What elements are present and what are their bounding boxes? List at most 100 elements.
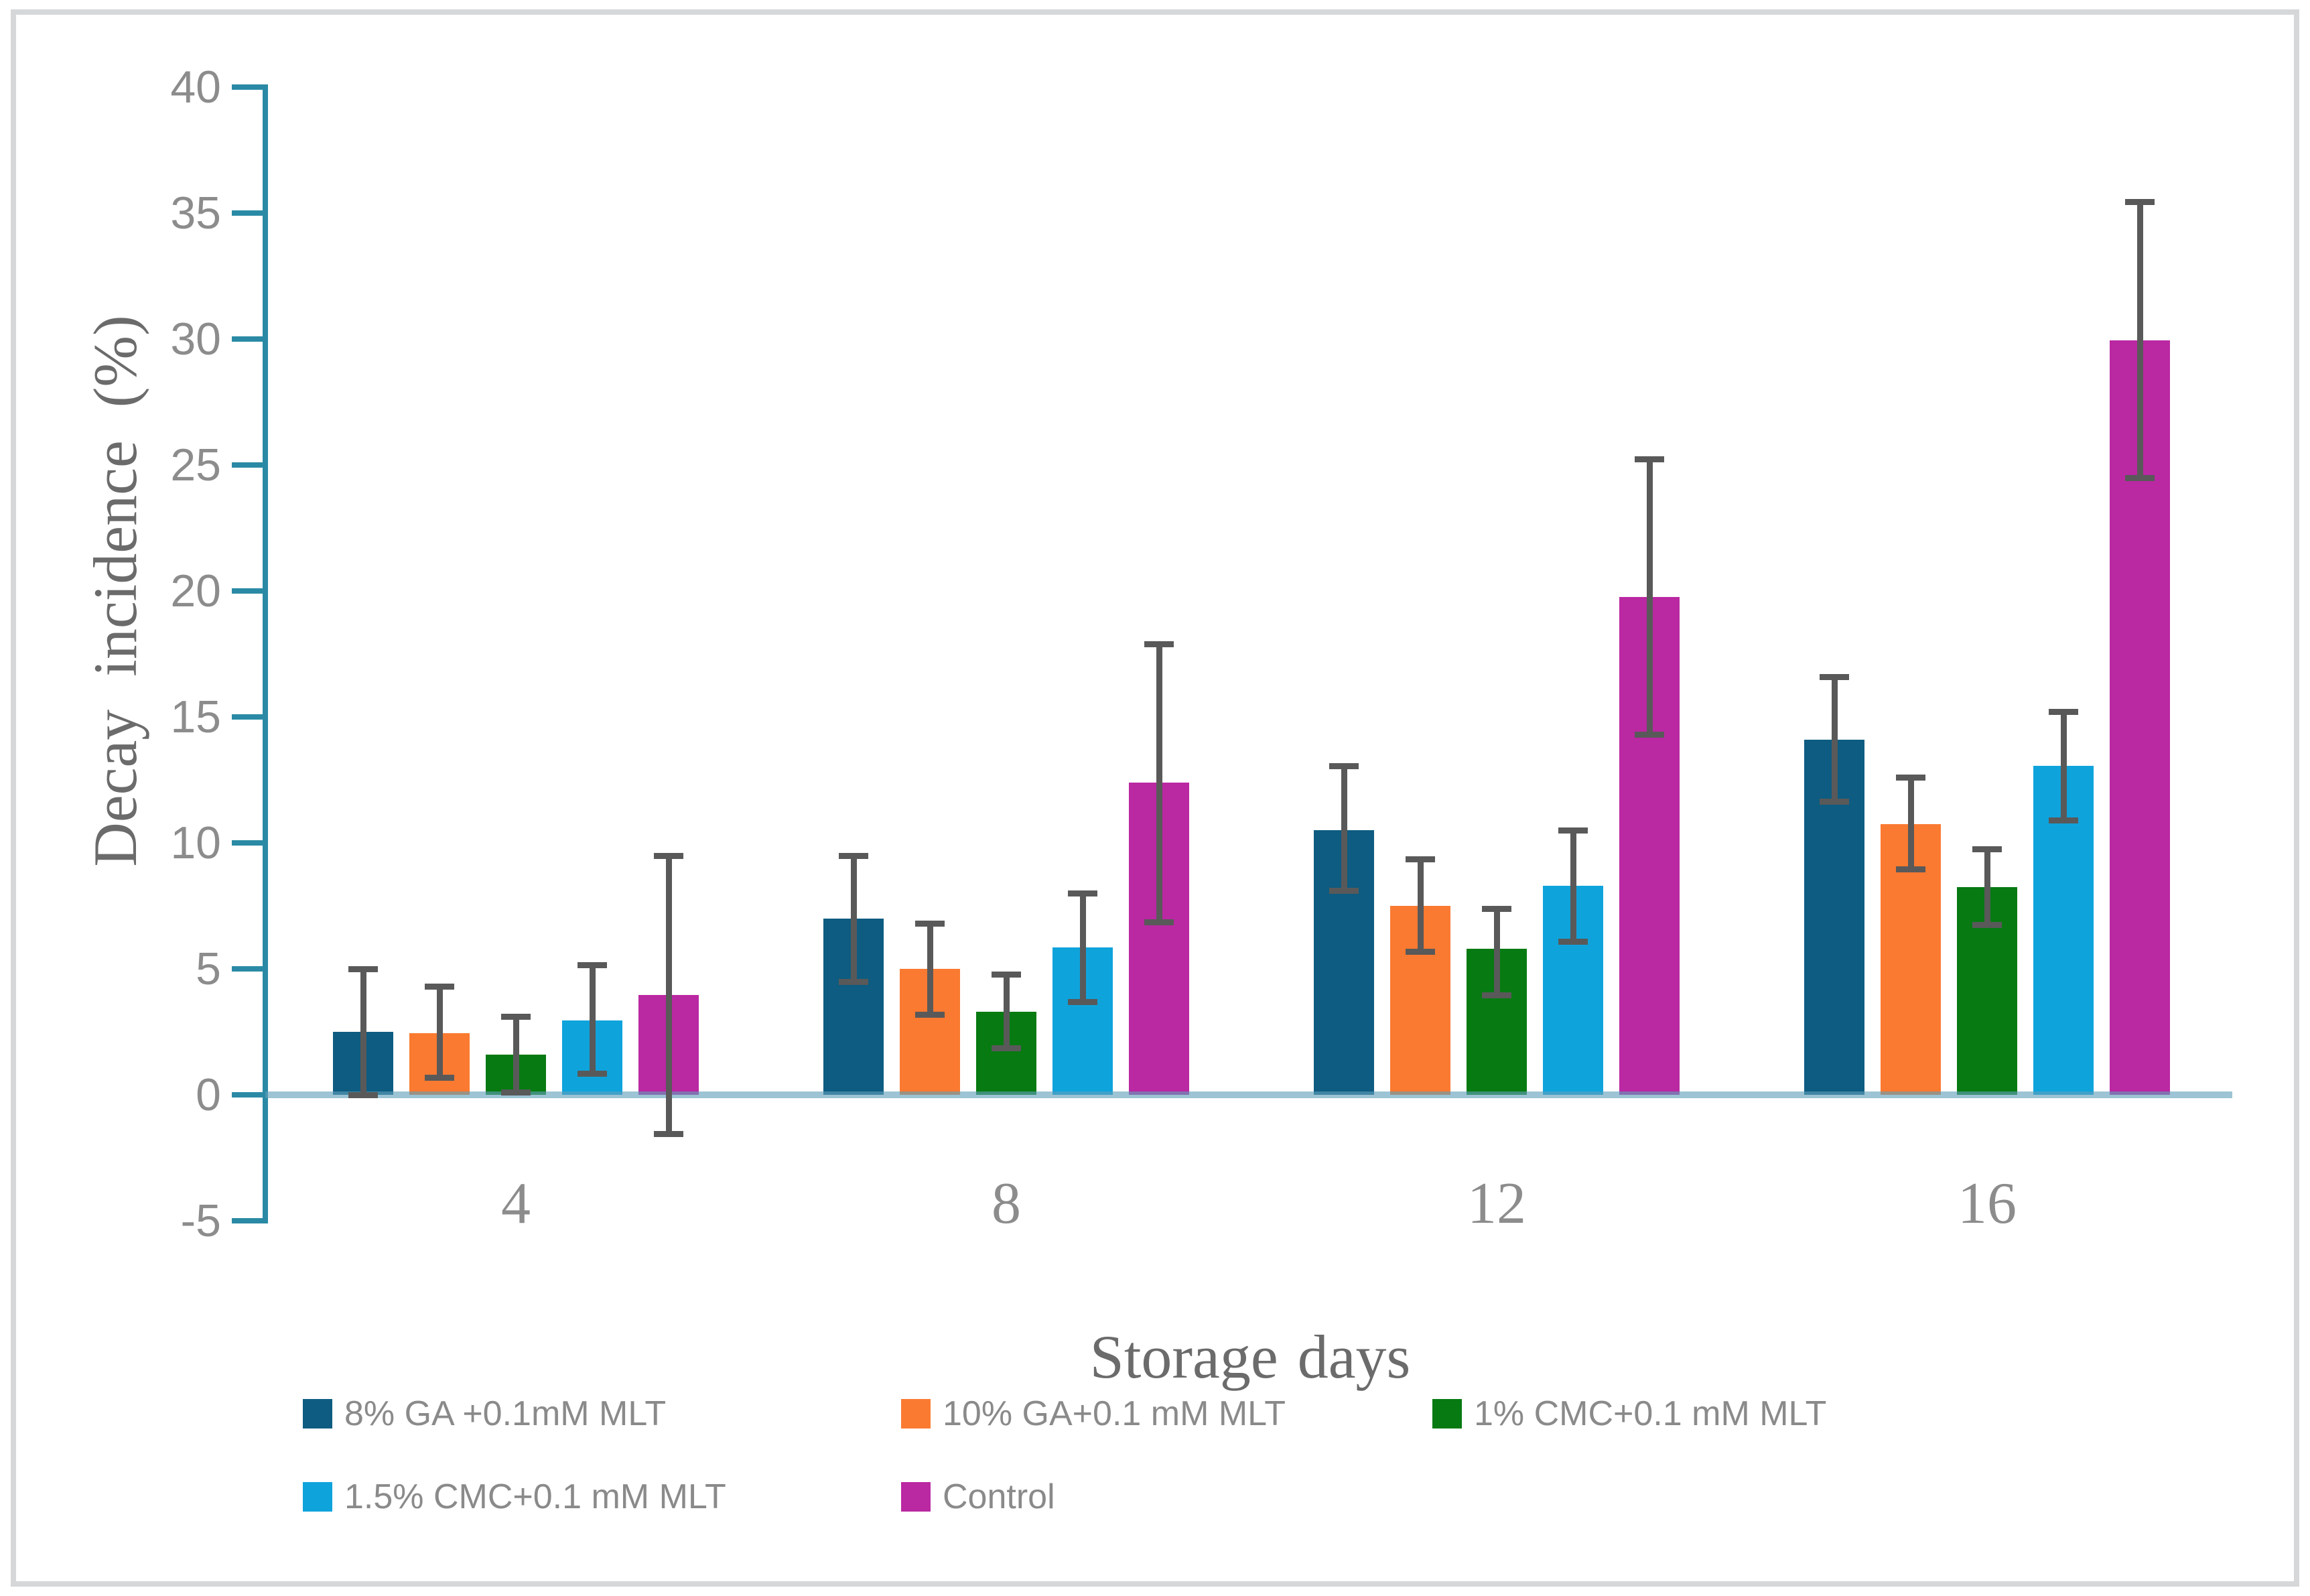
x-category-label: 4 — [501, 1171, 531, 1236]
error-bar — [1907, 777, 1914, 870]
y-tick-label: 35 — [170, 188, 221, 239]
error-bar — [1156, 643, 1162, 923]
y-tick — [232, 336, 263, 342]
y-tick — [232, 714, 263, 720]
legend-item: 10% GA+0.1 mM MLT — [901, 1395, 1286, 1433]
error-bar-cap-bottom — [348, 1092, 378, 1098]
y-tick — [232, 966, 263, 972]
y-tick-label: 30 — [170, 314, 221, 364]
figure-border — [11, 9, 2299, 1587]
x-axis-line — [265, 1091, 2232, 1098]
error-bar-cap-bottom — [1329, 888, 1359, 894]
error-bar-cap-bottom — [839, 978, 868, 985]
error-bar-cap-bottom — [425, 1074, 454, 1081]
error-bar-cap-bottom — [1558, 938, 1588, 945]
error-bar-cap-top — [1068, 890, 1097, 897]
error-bar-cap-bottom — [1068, 998, 1097, 1005]
error-bar-cap-top — [2125, 199, 2155, 206]
y-tick-label: 0 — [196, 1069, 221, 1120]
y-tick — [232, 84, 263, 90]
error-bar-cap-top — [915, 921, 945, 927]
y-tick-label: -5 — [180, 1195, 221, 1246]
error-bar-cap-bottom — [654, 1131, 683, 1138]
error-bar-cap-top — [1406, 856, 1435, 863]
legend-swatch — [303, 1399, 332, 1428]
error-bar — [1831, 676, 1838, 801]
y-tick — [232, 588, 263, 594]
legend-item: 1.5% CMC+0.1 mM MLT — [303, 1478, 726, 1516]
error-bar — [360, 969, 366, 1095]
error-bar-cap-bottom — [1972, 922, 2002, 929]
error-bar-cap-top — [1329, 763, 1359, 770]
error-bar-cap-top — [992, 971, 1021, 978]
error-bar-cap-top — [1820, 673, 1849, 680]
error-bar-cap-top — [578, 962, 607, 969]
legend-label: 1.5% CMC+0.1 mM MLT — [344, 1477, 726, 1516]
y-tick-label: 25 — [170, 440, 221, 490]
error-bar-cap-bottom — [1144, 919, 1174, 926]
x-category-label: 12 — [1467, 1171, 1526, 1236]
y-tick-label: 5 — [196, 943, 221, 994]
legend-label: 8% GA +0.1mM MLT — [344, 1394, 667, 1433]
error-bar — [513, 1016, 519, 1093]
y-tick-label: 15 — [170, 691, 221, 742]
error-bar-cap-bottom — [915, 1011, 945, 1018]
error-bar-cap-bottom — [1482, 992, 1511, 999]
y-tick — [232, 462, 263, 468]
error-bar-cap-top — [2049, 709, 2078, 716]
x-category-label: 16 — [1958, 1171, 2017, 1236]
y-tick — [232, 1092, 263, 1098]
error-bar-cap-bottom — [1896, 866, 1925, 873]
error-bar — [436, 986, 443, 1077]
y-tick-label: 10 — [170, 817, 221, 868]
error-bar-cap-top — [1482, 905, 1511, 912]
error-bar — [1003, 974, 1010, 1049]
error-bar — [1079, 893, 1086, 1002]
legend-label: Control — [943, 1477, 1055, 1516]
error-bar-cap-bottom — [992, 1045, 1021, 1052]
error-bar-cap-top — [1972, 846, 2002, 853]
error-bar-cap-top — [839, 852, 868, 859]
error-bar — [1341, 766, 1347, 891]
y-tick — [232, 840, 263, 846]
error-bar — [1646, 458, 1653, 735]
error-bar — [850, 855, 857, 982]
legend-item: 8% GA +0.1mM MLT — [303, 1395, 666, 1433]
error-bar-cap-bottom — [2125, 474, 2155, 481]
legend-swatch — [1432, 1399, 1462, 1428]
x-axis-title: Storage days — [1089, 1323, 1411, 1391]
error-bar — [2060, 712, 2067, 821]
error-bar — [665, 855, 672, 1134]
error-bar — [1417, 859, 1424, 951]
legend-swatch — [901, 1482, 931, 1512]
legend-label: 10% GA+0.1 mM MLT — [943, 1394, 1286, 1433]
error-bar-cap-top — [654, 852, 683, 859]
error-bar-cap-bottom — [1635, 732, 1664, 738]
error-bar-cap-top — [501, 1014, 531, 1020]
error-bar — [1570, 830, 1576, 941]
legend-swatch — [303, 1482, 332, 1512]
error-bar — [927, 923, 933, 1014]
legend-label: 1% CMC+0.1 mM MLT — [1474, 1394, 1827, 1433]
error-bar-cap-bottom — [1406, 948, 1435, 955]
y-tick-label: 20 — [170, 566, 221, 616]
error-bar-cap-top — [1896, 775, 1925, 781]
legend-swatch — [901, 1399, 931, 1428]
error-bar-cap-top — [348, 966, 378, 972]
error-bar — [1984, 849, 1990, 925]
error-bar-cap-top — [1558, 827, 1588, 834]
error-bar — [2136, 202, 2143, 478]
legend-item: 1% CMC+0.1 mM MLT — [1432, 1395, 1826, 1433]
error-bar — [589, 965, 596, 1074]
y-tick — [232, 1218, 263, 1223]
error-bar-cap-bottom — [501, 1089, 531, 1096]
error-bar-cap-bottom — [1820, 798, 1849, 805]
error-bar-cap-top — [1635, 456, 1664, 462]
y-axis-title: Decay incidence (%) — [81, 315, 149, 867]
error-bar-cap-bottom — [2049, 817, 2078, 824]
x-category-label: 8 — [992, 1171, 1021, 1236]
error-bar — [1493, 908, 1500, 996]
error-bar-cap-top — [425, 984, 454, 990]
